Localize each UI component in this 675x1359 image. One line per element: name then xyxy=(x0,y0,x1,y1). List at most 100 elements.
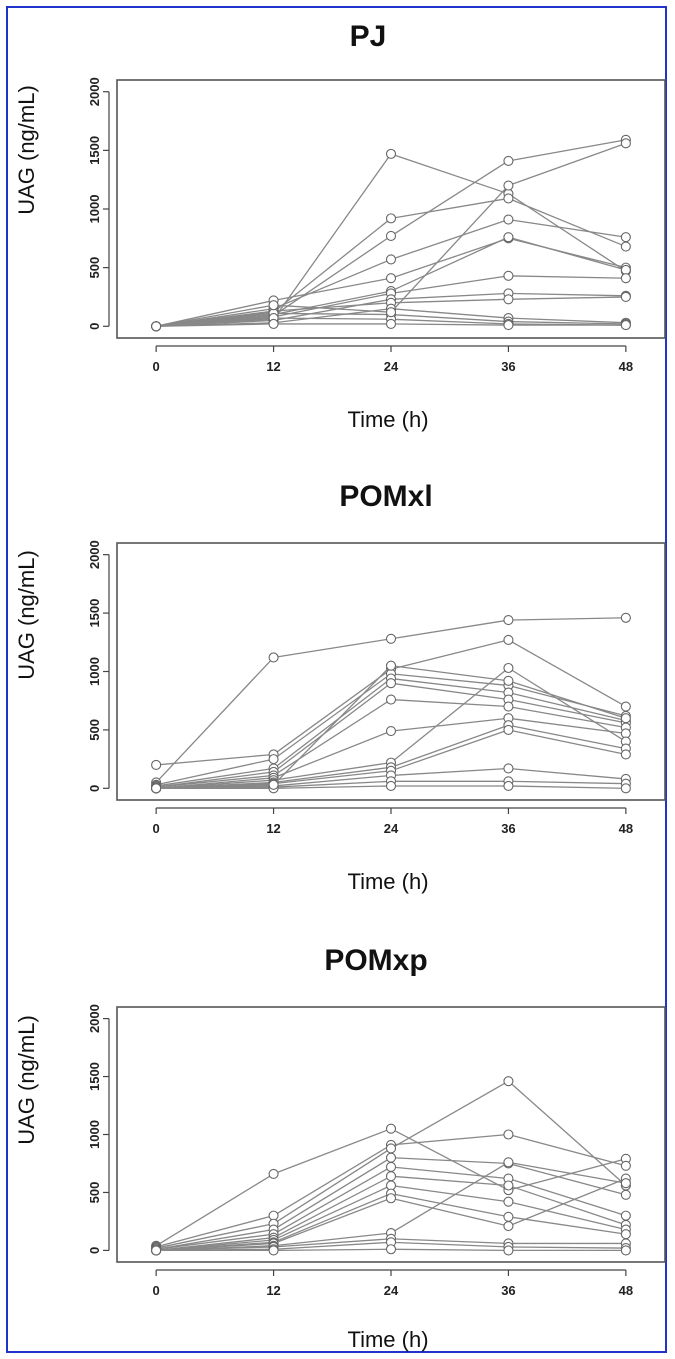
series-segment xyxy=(160,754,270,766)
y-tick-label: 2000 xyxy=(87,540,102,569)
series-segment xyxy=(395,293,504,300)
y-axis-label: UAG (ng/mL) xyxy=(14,550,39,680)
plot-border xyxy=(116,79,666,339)
y-axis-label: UAG (ng/mL) xyxy=(14,1015,39,1145)
series-segment xyxy=(278,312,387,316)
series-segment xyxy=(512,1164,622,1195)
data-point xyxy=(385,318,397,329)
series-segment xyxy=(278,317,387,320)
series-segment xyxy=(395,1157,504,1164)
x-tick-label: 48 xyxy=(619,359,633,374)
series-segment xyxy=(512,768,622,780)
data-point xyxy=(385,1123,397,1134)
y-tick-label: 1500 xyxy=(87,1062,102,1091)
data-point xyxy=(268,1168,279,1179)
series-segment xyxy=(277,1232,387,1246)
series-segment xyxy=(395,318,504,325)
series-segment xyxy=(160,1224,270,1248)
series-segment xyxy=(512,1186,622,1225)
data-point xyxy=(620,749,631,760)
data-point xyxy=(620,241,631,252)
series-segment xyxy=(394,238,505,290)
series-segment xyxy=(512,321,622,325)
series-segment xyxy=(394,1164,505,1232)
plot-border xyxy=(116,1006,666,1263)
panel-pj: PJ UAG (ng/mL) Time (h) 0 500 1000 1500 2000… xyxy=(14,20,666,432)
y-tick-label: 2000 xyxy=(87,77,102,106)
series-segment xyxy=(277,1177,388,1237)
data-point xyxy=(503,1221,514,1232)
series-segment xyxy=(512,296,622,300)
x-axis-label: Time (h) xyxy=(347,869,428,894)
data-point xyxy=(620,1210,631,1221)
data-point xyxy=(385,726,397,737)
series-segment xyxy=(395,768,504,776)
x-tick-label: 0 xyxy=(153,359,160,374)
series-segment xyxy=(512,681,622,718)
y-tick-label: 500 xyxy=(87,719,102,741)
data-point xyxy=(151,321,162,332)
data-point xyxy=(503,1245,514,1256)
data-point xyxy=(503,780,514,792)
series-segment xyxy=(278,780,387,788)
data-series xyxy=(151,660,631,794)
series-segment xyxy=(395,1198,505,1226)
series-segment xyxy=(512,317,622,324)
series-segment xyxy=(276,668,389,783)
series-segment xyxy=(512,292,622,297)
series-segment xyxy=(277,1159,388,1228)
data-point xyxy=(385,633,397,644)
series-segment xyxy=(158,660,271,780)
data-point xyxy=(503,232,514,243)
series-segment xyxy=(395,678,505,693)
series-segment xyxy=(277,732,388,777)
series-segment xyxy=(512,785,622,789)
data-point xyxy=(268,754,279,765)
series-segment xyxy=(394,670,506,761)
series-segment xyxy=(276,701,388,774)
data-point xyxy=(385,1143,397,1154)
data-point xyxy=(385,230,397,242)
series-segment xyxy=(512,199,622,246)
series-segment xyxy=(277,299,387,321)
panel-pomxp: POMxp UAG (ng/mL) Time (h) 0 500 1000 1500 2… xyxy=(14,944,666,1352)
series-segment xyxy=(277,638,387,658)
series-segment xyxy=(276,671,388,753)
series-segment xyxy=(395,730,505,770)
series-segment xyxy=(277,1150,388,1222)
series-segment xyxy=(395,673,505,686)
series-segment xyxy=(160,775,270,788)
data-series xyxy=(151,612,631,788)
series-segment xyxy=(395,308,504,319)
data-point xyxy=(620,1245,631,1256)
data-point xyxy=(503,1129,514,1140)
series-segment xyxy=(160,768,270,786)
x-tick-label: 12 xyxy=(266,359,280,374)
series-segment xyxy=(512,1135,622,1166)
data-point xyxy=(503,155,514,166)
data-point xyxy=(503,214,514,225)
series-segment xyxy=(278,304,387,313)
series-segment xyxy=(512,275,622,279)
series-segment xyxy=(395,1185,505,1202)
x-axis-label: Time (h) xyxy=(347,1327,428,1352)
series-segment xyxy=(277,278,387,301)
x-tick-label: 36 xyxy=(501,821,515,836)
series-segment xyxy=(395,726,505,767)
series-segment xyxy=(276,220,388,310)
data-point xyxy=(503,675,514,686)
data-point xyxy=(503,180,514,191)
y-axis-label: UAG (ng/mL) xyxy=(14,85,39,215)
series-segment xyxy=(276,237,388,314)
plot-area: 0 500 1000 1500 2000 0 12 24 36 48 xyxy=(87,1004,666,1298)
data-point xyxy=(385,678,397,689)
series-segment xyxy=(512,641,623,705)
y-tick-label: 1000 xyxy=(87,195,102,224)
series-segment xyxy=(395,699,504,707)
data-point xyxy=(385,273,397,284)
series-segment xyxy=(395,1238,504,1244)
x-tick-label: 48 xyxy=(619,821,633,836)
series-segment xyxy=(278,1238,387,1248)
series-segment xyxy=(277,293,387,317)
data-point xyxy=(385,1161,397,1173)
